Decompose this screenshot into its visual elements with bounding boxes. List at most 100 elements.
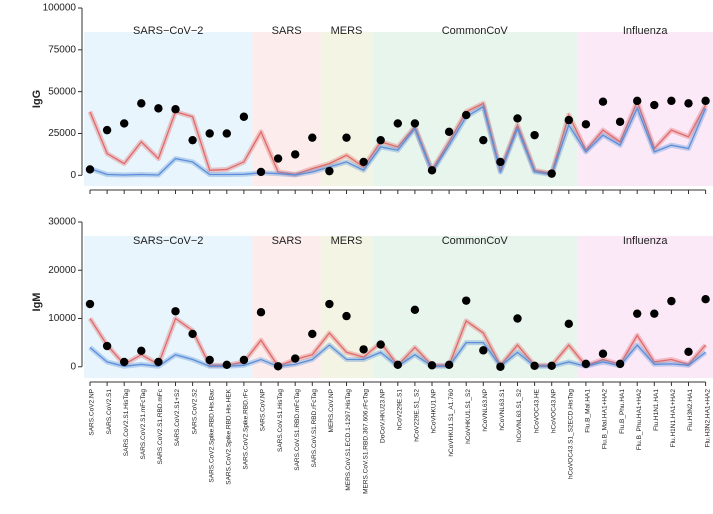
point — [291, 150, 300, 159]
group-band — [372, 236, 578, 378]
point — [427, 166, 437, 175]
x-tick-label: hCoVHKU1.NP — [431, 389, 438, 433]
point — [462, 110, 471, 120]
x-tick-label: hCoVOC43.NP — [550, 389, 557, 433]
group-band — [372, 32, 578, 186]
group-label: CommonCoV — [442, 25, 509, 37]
point — [513, 114, 522, 123]
point — [102, 125, 112, 135]
point — [171, 307, 180, 316]
point — [273, 362, 283, 371]
x-tick-label: hCoVHKU1.S1_S2 — [465, 389, 472, 444]
y-tick-label: 30000 — [48, 217, 76, 228]
point — [701, 96, 710, 106]
group-band — [84, 236, 253, 378]
point — [222, 360, 231, 370]
point — [291, 354, 300, 363]
point — [137, 99, 146, 108]
x-tick-label: hCoVOC43.S1_S2ECD.HisTag — [568, 389, 575, 479]
group-band — [577, 32, 713, 186]
point — [530, 361, 539, 370]
x-tick-label: Flu.H1N1.HA1 — [653, 389, 660, 431]
point — [393, 119, 402, 128]
group-band — [252, 32, 321, 186]
x-tick-label: Flu.H3N2.HA1 — [687, 389, 694, 431]
point — [530, 130, 539, 140]
point — [667, 96, 676, 106]
y-tick-label: 10000 — [48, 313, 76, 324]
x-tick-label: hCoVNL63.NP — [482, 389, 489, 432]
x-tick-label: hCoVNL63.S1 — [499, 389, 506, 431]
x-tick-label: DoCoV.HKU23.NP — [379, 389, 386, 443]
y-tick-label: 0 — [70, 361, 76, 372]
point — [667, 296, 676, 306]
point — [479, 346, 488, 355]
point — [205, 129, 214, 138]
point — [359, 157, 368, 167]
group-band — [252, 236, 321, 378]
x-tick-label: MERS.CoV.NP — [328, 389, 335, 432]
point — [427, 361, 437, 370]
x-tick-label: SARS.CoV2.S2 — [191, 389, 198, 435]
point — [701, 295, 710, 304]
point — [547, 169, 556, 178]
point — [650, 309, 659, 318]
point — [325, 299, 334, 309]
point — [615, 359, 625, 369]
x-tick-label: SARS.CoV2.Spike.RBD.His.HEK — [226, 388, 233, 484]
point — [359, 345, 368, 354]
x-tick-label: SARS.CoV.NP — [260, 389, 267, 431]
point — [444, 127, 454, 137]
x-tick-label: Flu.H3N2.HA1+HA2 — [704, 389, 711, 448]
point — [684, 99, 693, 108]
point — [188, 135, 197, 145]
x-tick-label: SARS.CoV2.S1.mFcTag — [140, 389, 147, 460]
point — [598, 97, 608, 106]
y-tick-label: 100000 — [43, 3, 77, 14]
group-label: SARS−CoV−2 — [133, 25, 203, 37]
x-tick-label: hCoVHKU1.S1_A1.760 — [448, 389, 455, 457]
x-tick-label: Flu.B_Mal.HA1 — [585, 389, 592, 433]
x-tick-label: SARS.CoV.S1.RBD.rFcTag — [311, 389, 318, 468]
x-tick-label: SARS.CoV.S1.RBD.mFcTag — [294, 389, 301, 471]
point — [581, 359, 591, 369]
group-label: SARS — [272, 235, 302, 247]
x-tick-label: hCoVNL63.S1_S2 — [516, 389, 523, 443]
x-tick-label: MERS.CoV.S1.ECD.1-1297.HisTag — [345, 389, 352, 491]
group-label: Influenza — [623, 25, 669, 37]
point — [154, 104, 163, 113]
point — [102, 341, 112, 351]
point — [273, 154, 283, 163]
series-line — [89, 99, 707, 176]
point — [650, 100, 659, 110]
group-label: CommonCoV — [442, 235, 509, 247]
point — [547, 361, 556, 370]
point — [222, 129, 231, 138]
point — [308, 133, 317, 142]
point — [85, 165, 95, 174]
point — [188, 329, 197, 339]
point — [633, 309, 642, 318]
group-label: MERS — [331, 235, 363, 247]
x-tick-label: SARS.CoV2.S1.HisTag — [123, 389, 130, 457]
point — [137, 346, 146, 356]
group-band — [84, 32, 253, 186]
point — [325, 166, 334, 176]
point — [342, 311, 351, 321]
point — [410, 305, 420, 315]
y-tick-label: 0 — [70, 170, 76, 181]
point — [633, 96, 642, 106]
point — [256, 167, 266, 177]
x-tick-label: SARS.CoV2.Spike.RBD.rFc — [243, 388, 250, 469]
x-tick-label: SARS.CoV2.S1 — [106, 389, 113, 435]
point — [564, 319, 573, 329]
y-tick-label: 75000 — [48, 44, 76, 55]
point — [256, 308, 266, 317]
group-label: SARS — [272, 25, 302, 37]
point — [376, 340, 385, 349]
x-tick-label: SARS.CoV2.S1.RBD.mFc — [157, 388, 164, 464]
point — [205, 355, 214, 365]
series-line — [89, 105, 707, 176]
point — [120, 119, 129, 128]
point — [479, 135, 488, 145]
